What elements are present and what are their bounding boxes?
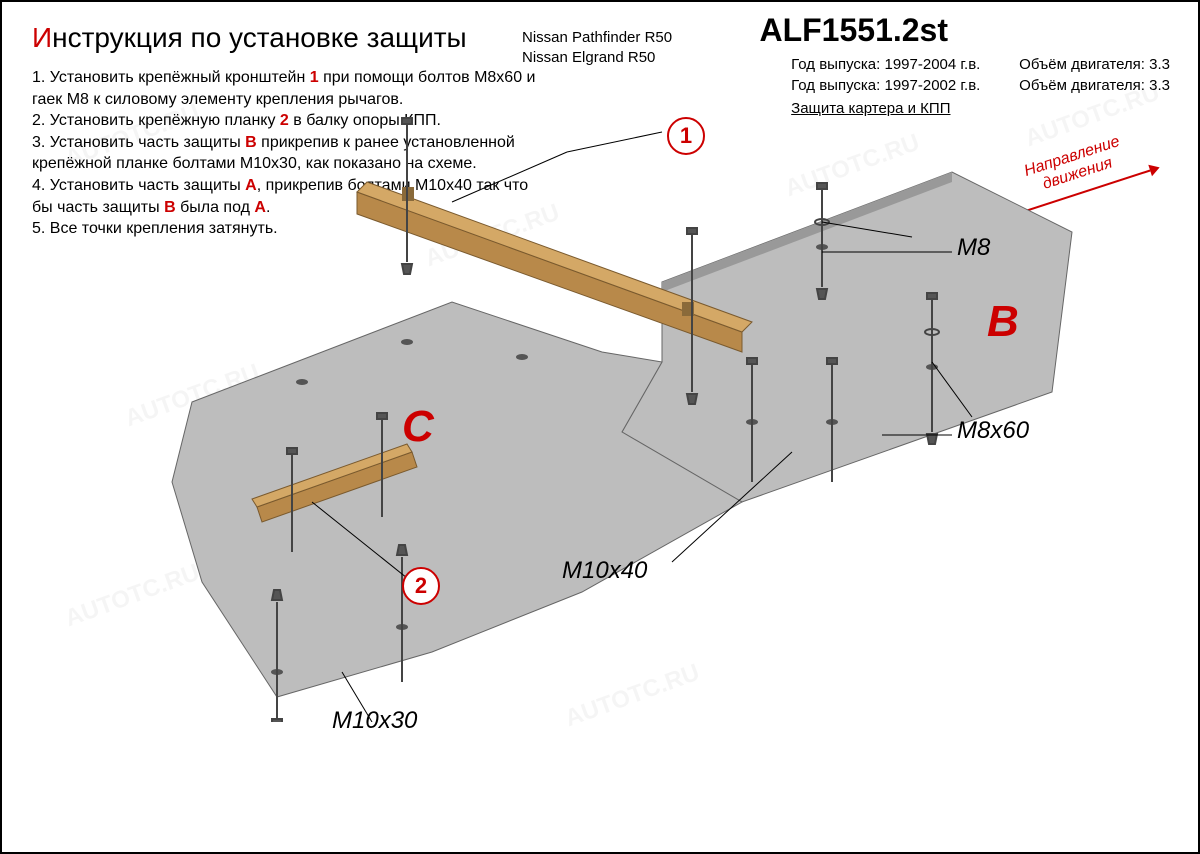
- watermark: AUTOTC.RU: [561, 659, 703, 733]
- header-specs: Год выпуска: 1997-2004 г.в. Объём двигат…: [791, 54, 1170, 119]
- vehicle-list: Nissan Pathfinder R50 Nissan Elgrand R50: [522, 28, 672, 67]
- instructions-list: 1. Установить крепёжный кронштейн 1 при …: [32, 67, 542, 240]
- callout-circle-2: 2: [402, 567, 440, 605]
- product-code: ALF1551.2st: [759, 12, 948, 49]
- label-m8: M8: [957, 234, 990, 262]
- instruction-line: 1. Установить крепёжный кронштейн 1 при …: [32, 67, 542, 110]
- product-type: Защита картера и КПП: [791, 98, 1170, 119]
- callout-circle-1: 1: [667, 117, 705, 155]
- watermark: AUTOTC.RU: [121, 359, 263, 433]
- label-part-c: C: [402, 402, 434, 452]
- page-title: Инструкция по установке защиты: [32, 22, 467, 54]
- vehicle-row: Nissan Pathfinder R50: [522, 28, 672, 48]
- label-m10x40: M10x40: [562, 557, 647, 585]
- direction-arrow: Направление движения: [993, 124, 1162, 227]
- instruction-line: 4. Установить часть защиты A, прикрепив …: [32, 175, 542, 218]
- instruction-line: 2. Установить крепёжную планку 2 в балку…: [32, 110, 542, 132]
- label-m8x60: M8x60: [957, 417, 1029, 445]
- instruction-line: 5. Все точки крепления затянуть.: [32, 218, 542, 240]
- watermark: AUTOTC.RU: [61, 559, 203, 633]
- watermark: AUTOTC.RU: [781, 129, 923, 203]
- label-m10x30: M10x30: [332, 707, 417, 735]
- instruction-line: 3. Установить часть защиты B прикрепив к…: [32, 132, 542, 175]
- label-part-b: B: [987, 297, 1019, 347]
- vehicle-row: Nissan Elgrand R50: [522, 48, 672, 68]
